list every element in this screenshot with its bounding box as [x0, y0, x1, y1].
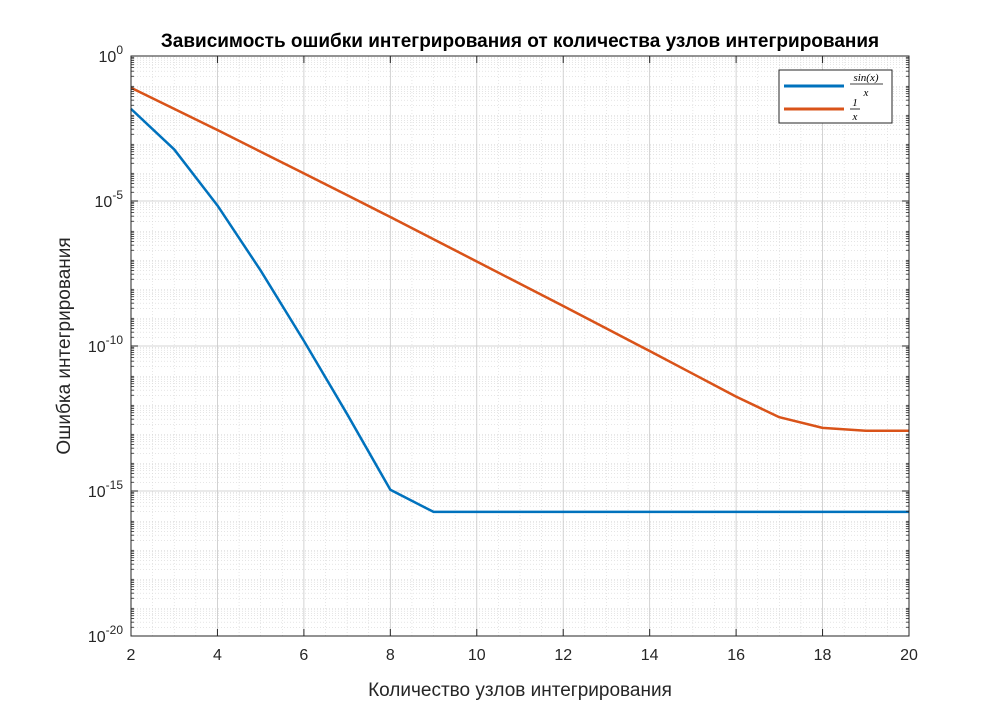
y-tick-labels: 100 10-5 10-10 10-15 10-20 — [88, 43, 123, 646]
y-tick-label: 100 — [99, 43, 124, 66]
series-line-1 — [130, 86, 909, 432]
x-axis-label: Количество узлов интегрирования — [368, 680, 672, 701]
x-tick-labels: 2 4 6 8 10 12 14 16 18 20 — [127, 647, 918, 664]
x-tick-label: 12 — [554, 647, 572, 664]
legend-inv-numerator: 1 — [852, 97, 858, 109]
y-tick-label: 10-15 — [88, 478, 123, 501]
legend-sinx-denominator: x — [863, 87, 869, 99]
x-tick-label: 10 — [468, 647, 486, 664]
legend-box — [778, 69, 893, 124]
x-tick-label: 6 — [299, 647, 308, 664]
x-tick-label: 18 — [814, 647, 832, 664]
x-tick-label: 4 — [213, 647, 222, 664]
legend: sin(x) x 1 x — [778, 69, 893, 124]
y-tick-label: 10-20 — [88, 623, 123, 646]
x-tick-label: 8 — [386, 647, 395, 664]
y-tick-label: 10-5 — [95, 188, 124, 211]
chart-title: Зависимость ошибки интегрирования от кол… — [161, 31, 879, 52]
series-lines — [130, 86, 909, 514]
legend-inv-denominator: x — [852, 111, 858, 123]
legend-sinx-numerator: sin(x) — [853, 72, 878, 84]
x-tick-label: 20 — [900, 647, 918, 664]
x-tick-label: 14 — [641, 647, 659, 664]
ticks — [130, 55, 910, 637]
x-tick-label: 16 — [727, 647, 745, 664]
y-axis-label: Ошибка интегрирования — [54, 237, 75, 454]
series-line-0 — [130, 107, 909, 514]
x-tick-label: 2 — [127, 647, 136, 664]
y-tick-label: 10-10 — [88, 333, 123, 356]
